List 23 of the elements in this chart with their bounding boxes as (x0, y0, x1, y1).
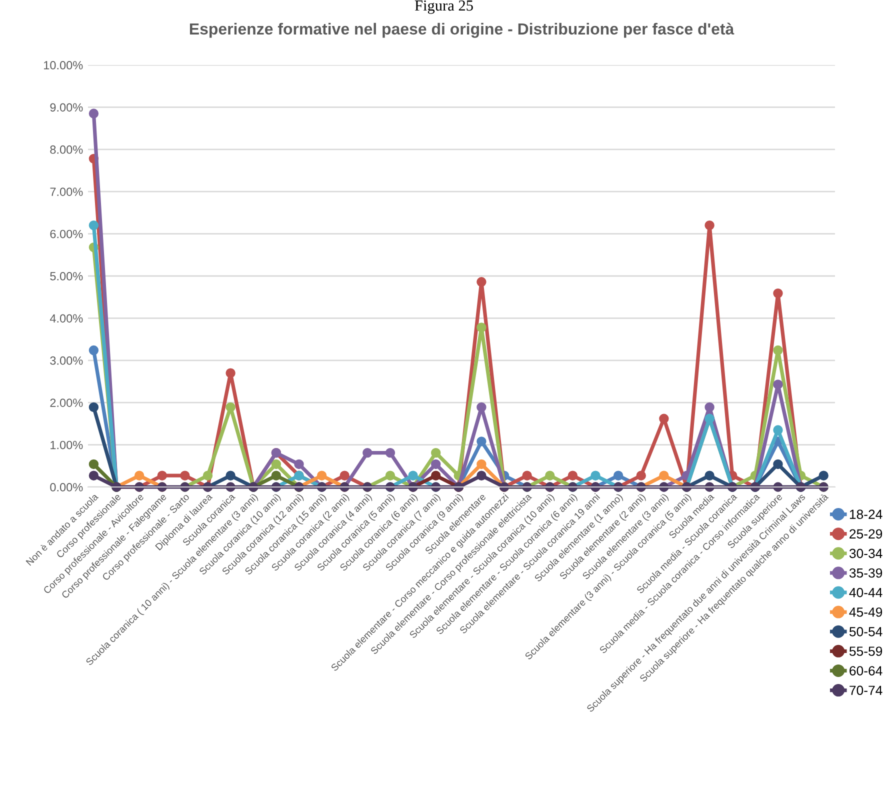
y-tick-label: 5.00% (50, 272, 83, 280)
y-tick-label: 1.00% (50, 440, 83, 450)
legend-label: 30-34 (849, 548, 882, 558)
y-tick-label: 6.00% (50, 230, 83, 238)
legend-label: 55-59 (849, 646, 882, 656)
legend-label: 60-64 (850, 666, 882, 676)
legend-label: 45-49 (849, 607, 882, 617)
legend-label: 40-44 (849, 588, 882, 598)
legend-label: 35-39 (849, 568, 882, 578)
text: Figura 25 (414, 0, 473, 14)
y-tick-label: 0.00% (50, 483, 83, 492)
chart-title: Esperienze formative nel paese di origine - Distribuzione per fasce d'età (190, 22, 734, 38)
y-tick-label: 9.00% (50, 103, 83, 112)
y-tick-label: 2.00% (50, 398, 83, 407)
legend-label: 18-24 (850, 510, 882, 520)
y-tick-label: 4.00% (50, 314, 83, 323)
legend-label: 50-54 (849, 627, 882, 636)
legend-label: 70-74 (850, 686, 882, 696)
y-tick-label: 8.00% (50, 145, 83, 154)
y-tick-label: 7.00% (50, 188, 83, 196)
y-tick-label: 10.00% (44, 61, 83, 70)
y-tick-label: 3.00% (50, 356, 83, 365)
legend-label: 25-29 (850, 529, 882, 539)
